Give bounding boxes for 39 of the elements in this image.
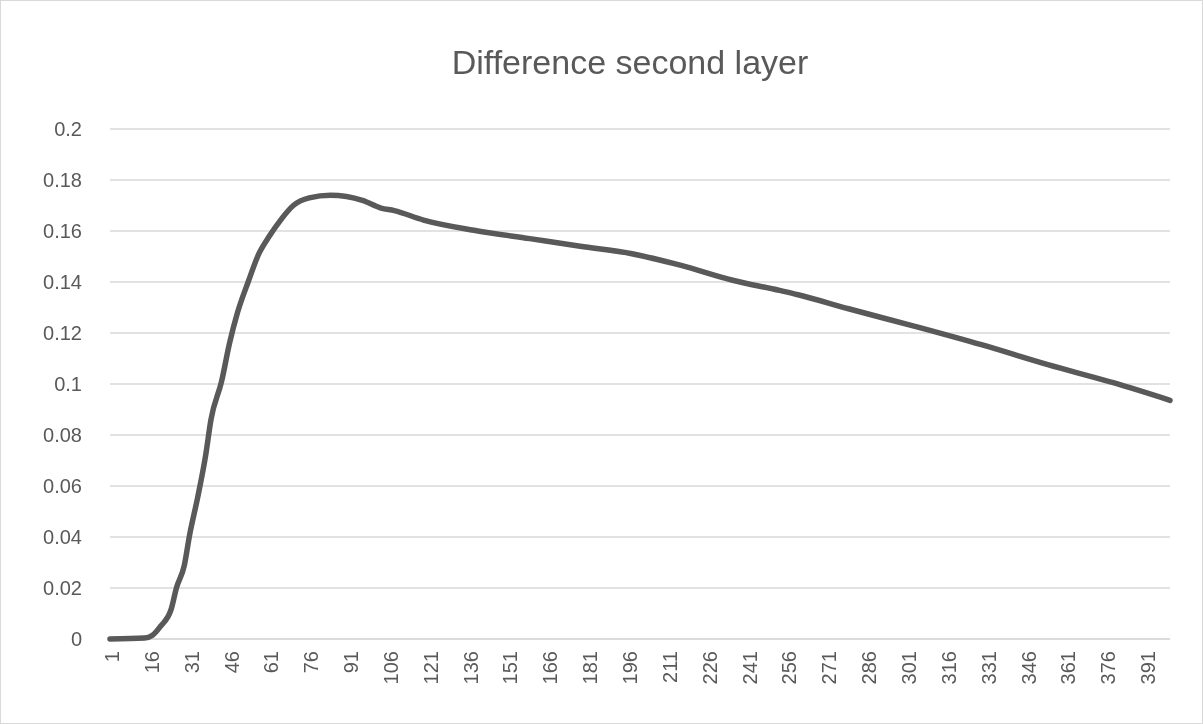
x-tick-label: 361	[1057, 651, 1080, 685]
y-tick-label: 0.04	[43, 526, 82, 548]
x-tick-label: 106	[379, 651, 402, 685]
x-tick-label: 301	[897, 651, 920, 685]
x-tick-label: 1	[101, 651, 123, 663]
y-tick-label: 0.2	[54, 118, 82, 140]
y-tick-label: 0	[70, 628, 82, 650]
x-tick-label: 121	[419, 651, 442, 685]
y-tick-label: 0.16	[43, 220, 82, 242]
y-tick-label: 0.14	[43, 271, 82, 293]
y-tick-label: 0.06	[43, 475, 82, 497]
x-tick-label: 391	[1137, 651, 1160, 685]
x-tick-label: 136	[459, 651, 482, 685]
x-tick-label: 196	[619, 651, 642, 685]
x-tick-label: 376	[1097, 651, 1120, 685]
chart-title: Difference second layer	[451, 43, 809, 81]
x-tick-label: 286	[858, 651, 881, 685]
x-tick-label: 46	[220, 651, 243, 674]
y-tick-label: 0.02	[43, 577, 82, 599]
y-tick-label: 0.08	[43, 424, 82, 446]
x-tick-label: 16	[140, 651, 163, 674]
x-tick-label: 346	[1017, 651, 1040, 685]
x-tick-label: 91	[340, 651, 363, 674]
x-tick-label: 271	[818, 651, 841, 685]
x-tick-label: 241	[738, 651, 761, 685]
x-tick-label: 151	[499, 651, 522, 685]
x-tick-label: 316	[937, 651, 960, 685]
x-tick-label: 226	[698, 651, 721, 685]
x-tick-label: 181	[579, 651, 602, 685]
x-tick-label: 31	[180, 651, 203, 674]
x-tick-label: 211	[658, 651, 681, 683]
x-tick-label: 61	[260, 651, 283, 674]
y-tick-label: 0.18	[43, 169, 82, 191]
y-tick-label: 0.1	[54, 373, 82, 395]
x-tick-label: 76	[300, 651, 323, 674]
x-tick-label: 331	[977, 651, 1000, 685]
y-tick-label: 0.12	[43, 322, 82, 344]
x-tick-label: 166	[539, 651, 562, 685]
x-tick-label: 256	[778, 651, 801, 685]
